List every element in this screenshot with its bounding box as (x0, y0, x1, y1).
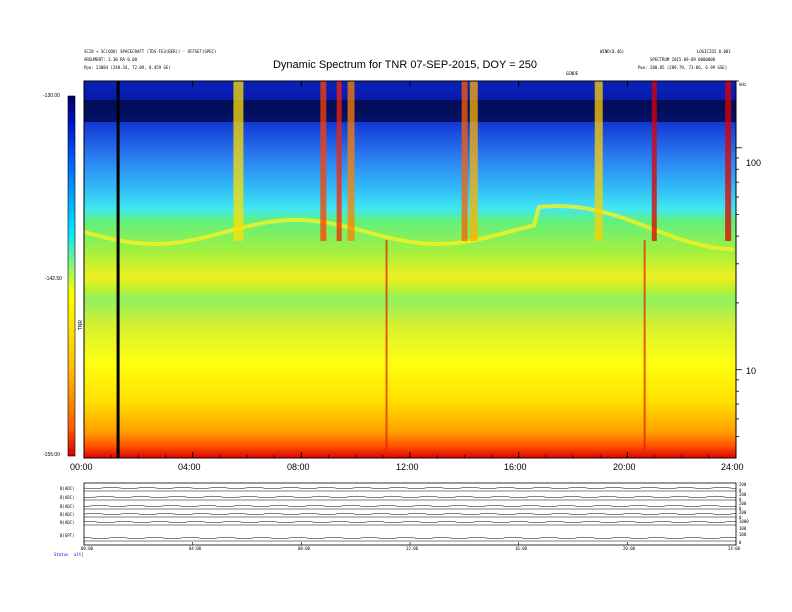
panel-label: B(GPT) (60, 533, 75, 538)
panel-scale: 100 (739, 526, 747, 531)
panel-x-tick: 16:00 (515, 546, 528, 551)
radio-burst (347, 81, 355, 241)
panel-trace (83, 495, 737, 499)
radio-burst (336, 81, 342, 241)
panel-trace (83, 504, 737, 508)
panel-label: B(ADC) (60, 486, 75, 491)
spectrogram-area (84, 81, 736, 458)
x-tick-label: 04:00 (178, 462, 201, 472)
x-axis-ticks (83, 81, 737, 458)
panel-scale: 1000 (739, 519, 749, 524)
x-tick-label: 12:00 (396, 462, 419, 472)
unit-label: kHz (739, 82, 747, 87)
x-tick-label: 00:00 (70, 462, 93, 472)
panel-trace (83, 486, 737, 490)
header-info-right4: Pwe: 200.85 (289.79, 73.06, 6.99 GSE) (638, 65, 728, 70)
panel-label: B(ADC) (60, 504, 75, 509)
panel-traces (83, 486, 737, 545)
panel-trace (83, 512, 737, 516)
y-tick-label: 100 (746, 158, 762, 168)
radio-burst (233, 81, 244, 241)
panel-label: B(ADC) (60, 495, 75, 500)
panel-label: B(ADC) (60, 512, 75, 517)
streak (643, 240, 646, 450)
dark-band (84, 100, 736, 122)
status-label: Status (54, 552, 69, 557)
radio-burst (651, 81, 657, 241)
chart-title: Dynamic Spectrum for TNR 07-SEP-2015, DO… (272, 59, 537, 71)
header-info-mid: GENDE (566, 71, 579, 76)
header-info-right2: LOGICIOI 0.081 (697, 49, 731, 54)
panel-scale: 0 (739, 540, 742, 545)
data-gap-line (116, 81, 120, 458)
panel-scale: 200 (739, 482, 747, 487)
ridge-line (83, 204, 735, 252)
x-tick-label: 24:00 (721, 462, 744, 472)
panel-x-tick: 04:00 (189, 546, 202, 551)
colorbar (67, 95, 76, 457)
panel-scale: 0 (739, 506, 742, 511)
streak (385, 240, 388, 450)
x-tick-label: 08:00 (287, 462, 310, 472)
panel-scale: 200 (739, 510, 747, 515)
panel-x-tick: 00:00 (81, 546, 94, 551)
radio-burst (461, 81, 468, 241)
colorbar-tick-mid: -142.50 (45, 276, 62, 282)
header-info-line3: Ppe: 23084 (248.34, 72.09, 8.459 GE) (84, 65, 171, 70)
colorbar-tick-top: -130.00 (43, 93, 60, 99)
radio-burst (725, 81, 732, 241)
panel-scale: 200 (739, 492, 747, 497)
header-info-right1: WIND(0.46) (600, 49, 625, 54)
status-value: alt| (74, 552, 84, 557)
radio-burst (594, 81, 603, 241)
panel-scale: 200 (739, 501, 747, 506)
header-info-line1: SC28 + SC(QOO) SPACECRAFT (TDS-FE3(BER))… (84, 49, 217, 54)
panel-x-tick: 20:00 (623, 546, 636, 551)
colorbar-label: TNR (78, 319, 85, 331)
panel-label: N(ADC) (60, 520, 75, 525)
panel-scale: 0 (739, 488, 742, 493)
panel-trace (83, 536, 737, 540)
header-info-line2: ARGUMENT: 3.30 RA 0.00 (84, 57, 137, 62)
radio-burst (320, 81, 327, 241)
x-tick-label: 16:00 (504, 462, 527, 472)
radio-burst (469, 81, 478, 241)
panel-trace (83, 520, 737, 524)
y-tick-label: 10 (746, 366, 757, 376)
y-axis-ticks (736, 80, 742, 437)
header-info-right3: SPECTRUM 2015-09-09 0000000 (650, 57, 716, 62)
x-tick-label: 20:00 (613, 462, 636, 472)
colorbar-tick-bottom: -155.00 (43, 452, 60, 458)
panel-scale: 0 (739, 497, 742, 502)
panel-x-tick: 08:00 (298, 546, 311, 551)
panel-scale: 0 (739, 515, 742, 520)
panel-x-tick: 12:00 (406, 546, 419, 551)
panel-x-tick: 24:00 (728, 546, 741, 551)
panel-scale: 100 (739, 532, 747, 537)
